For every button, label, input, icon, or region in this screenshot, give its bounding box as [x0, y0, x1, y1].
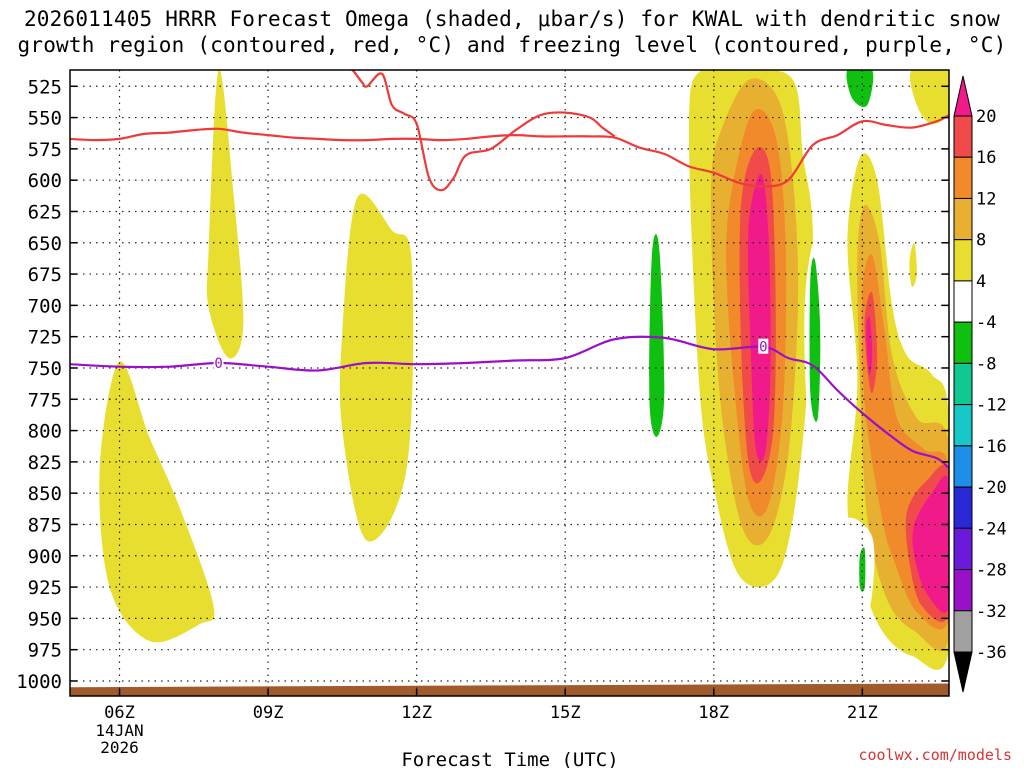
- colorbar-label--4: -4: [976, 313, 996, 333]
- x-tick-label-21Z: 21Z: [847, 703, 878, 723]
- colorbar-bottom-triangle: [953, 651, 973, 693]
- y-tick-label-675: 675: [28, 264, 62, 286]
- y-tick-label-550: 550: [28, 108, 62, 130]
- colorbar-top-triangle: [953, 75, 973, 117]
- y-tick-label-775: 775: [28, 389, 62, 411]
- colorbar-label--24: -24: [976, 519, 1007, 539]
- omega-shaded-field: [70, 70, 949, 696]
- colorbar-swatch-10: [953, 527, 973, 571]
- y-tick-label-950: 950: [28, 608, 62, 630]
- x-tick-sublabel-1: 2026: [100, 738, 139, 757]
- y-tick-label-700: 700: [28, 295, 62, 317]
- y-tick-label-925: 925: [28, 577, 62, 599]
- omega-region-downward-motion-2045z-lower: [837, 517, 875, 625]
- y-tick-label-1000: 1000: [16, 671, 62, 693]
- colorbar-label-12: 12: [976, 189, 996, 209]
- freezing-level-label-1: 0: [759, 340, 767, 356]
- colorbar-label-8: 8: [976, 231, 986, 251]
- colorbar-swatch-3: [953, 239, 973, 282]
- colorbar-swatch-2: [953, 197, 973, 241]
- colorbar-swatch-5: [953, 321, 973, 364]
- y-tick-label-725: 725: [28, 327, 62, 349]
- colorbar-label--36: -36: [976, 643, 1007, 663]
- x-tick-sublabel-0: 14JAN: [95, 721, 143, 740]
- colorbar-swatch-9: [953, 486, 973, 529]
- colorbar-label--8: -8: [976, 354, 996, 374]
- omega-region-upward-motion-18z-19z-core: [747, 173, 771, 462]
- x-tick-label-15Z: 15Z: [550, 703, 581, 723]
- colorbar-label-16: 16: [976, 148, 996, 168]
- omega-region-upward-motion-08z-column: [206, 70, 244, 359]
- x-tick-label-06Z: 06Z: [104, 703, 135, 723]
- colorbar: 20 16 12 8 4 -4 -8 -12 -16 -20 -24 -28 -32 -36: [953, 75, 1007, 693]
- colorbar-swatch-1: [953, 156, 973, 199]
- colorbar-swatch-4: [953, 280, 973, 323]
- y-tick-label-650: 650: [28, 233, 62, 255]
- contour-lines: 00: [70, 70, 949, 469]
- colorbar-label-4: 4: [976, 272, 986, 292]
- omega-region-downward-motion-upper-right-core: [846, 70, 874, 107]
- x-tick-label-18Z: 18Z: [698, 703, 729, 723]
- x-tick-label-09Z: 09Z: [253, 703, 284, 723]
- colorbar-label--12: -12: [976, 396, 1007, 416]
- omega-region-upward-motion-lower-right-core: [912, 475, 949, 613]
- colorbar-swatch-8: [953, 445, 973, 488]
- colorbar-swatch-11: [953, 569, 973, 612]
- dgz-contour-lower: [70, 114, 949, 188]
- y-tick-label-600: 600: [28, 170, 62, 192]
- omega-region-upward-motion-early-lower: [99, 361, 215, 643]
- y-tick-label-850: 850: [28, 483, 62, 505]
- colorbar-swatch-0: [953, 115, 973, 158]
- freezing-level-line: [70, 335, 949, 469]
- colorbar-label-20: 20: [976, 107, 996, 127]
- freezing-label-bg-0: [213, 354, 224, 370]
- y-tick-label-575: 575: [28, 139, 62, 161]
- plot-frame: [69, 69, 950, 697]
- colorbar-swatch-6: [953, 362, 973, 406]
- x-axis-label: Forecast Time (UTC): [401, 749, 618, 768]
- y-tick-label-800: 800: [28, 421, 62, 443]
- y-tick-label-525: 525: [28, 76, 62, 98]
- ground-terrain: [70, 683, 949, 696]
- colorbar-label--20: -20: [976, 478, 1007, 498]
- gridlines: [70, 70, 949, 696]
- x-tick-label-12Z: 12Z: [401, 703, 432, 723]
- omega-region-downward-motion-2045z-lower-core: [859, 547, 866, 592]
- omega-region-upward-motion-22z-dot: [909, 242, 917, 287]
- colorbar-swatch-7: [953, 404, 973, 447]
- colorbar-label--28: -28: [976, 561, 1007, 581]
- omega-region-downward-motion-1930z-core: [809, 257, 821, 422]
- y-tick-label-625: 625: [28, 201, 62, 223]
- omega-region-upward-motion-top-right: [909, 70, 949, 124]
- dgz-contour-upper: [350, 70, 616, 192]
- y-tick-label-875: 875: [28, 514, 62, 536]
- colorbar-label--16: -16: [976, 437, 1007, 457]
- omega-region-upward-motion-21z-core: [866, 316, 873, 376]
- colorbar-label--32: -32: [976, 602, 1007, 622]
- chart-title-line-2: growth region (contoured, red, °C) and f…: [17, 33, 1007, 57]
- y-tick-label-750: 750: [28, 358, 62, 380]
- chart-title: 2026011405 HRRR Forecast Omega (shaded, …: [0, 6, 1024, 58]
- y-axis: 525 550 575 600 625 650 675 700 725 750 775 800 825 8…: [16, 76, 949, 693]
- colorbar-swatch-12: [953, 610, 973, 653]
- chart-title-line-1: 2026011405 HRRR Forecast Omega (shaded, …: [23, 7, 1001, 31]
- y-tick-label-975: 975: [28, 640, 62, 662]
- y-tick-label-900: 900: [28, 546, 62, 568]
- freezing-label-bg-1: [758, 338, 769, 354]
- omega-region-downward-motion-17z-core: [649, 233, 665, 437]
- y-tick-label-825: 825: [28, 452, 62, 474]
- credit-watermark: coolwx.com/models: [858, 746, 1012, 764]
- freezing-level-label-0: 0: [214, 356, 222, 372]
